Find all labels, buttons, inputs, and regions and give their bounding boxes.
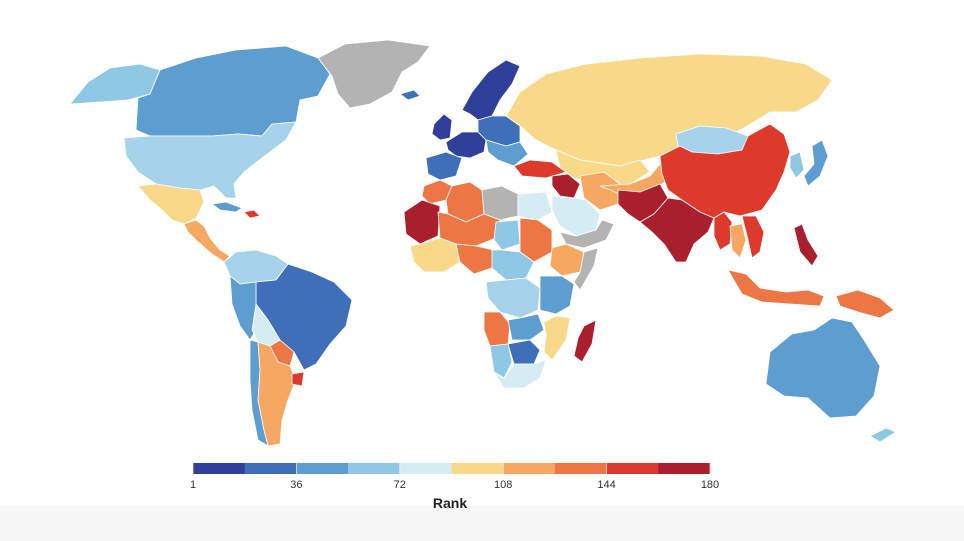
legend-swatch — [606, 463, 659, 474]
region-papua — [835, 289, 895, 319]
region-canada — [135, 45, 331, 137]
legend-swatch — [658, 463, 711, 474]
region-balkans — [485, 139, 529, 167]
region-angola — [483, 311, 511, 347]
region-uk-ireland — [431, 113, 453, 141]
region-kazakhstan — [555, 149, 651, 187]
region-new-zealand — [869, 427, 897, 443]
legend-swatch — [244, 463, 297, 474]
region-madagascar — [573, 319, 597, 363]
region-egypt — [517, 191, 553, 221]
region-iberia — [425, 151, 463, 181]
region-west-africa — [409, 237, 461, 273]
region-iceland — [399, 89, 421, 101]
region-yemen-oman — [559, 219, 615, 249]
region-mexico — [137, 183, 205, 225]
region-central-africa — [491, 249, 535, 281]
region-cuba — [211, 201, 243, 213]
region-thailand — [729, 223, 747, 259]
legend-swatch — [503, 463, 556, 474]
region-botswana — [507, 339, 541, 365]
region-chad — [493, 219, 521, 251]
region-uruguay — [291, 371, 305, 387]
region-china — [659, 123, 791, 219]
legend-swatch — [296, 463, 349, 474]
world-map — [69, 39, 897, 447]
region-scandinavia — [461, 59, 521, 121]
region-vietnam — [741, 215, 765, 259]
region-namibia — [489, 343, 513, 379]
color-legend: 1 36 72 108 144 180 Rank — [190, 463, 719, 511]
region-philippines — [793, 223, 819, 267]
legend-swatch — [193, 463, 245, 474]
region-india — [639, 197, 715, 263]
region-myanmar — [713, 211, 733, 251]
legend-swatch — [348, 463, 401, 474]
region-mauritania — [403, 199, 441, 245]
region-east-africa — [539, 275, 575, 315]
legend-swatch — [399, 463, 452, 474]
legend-title: Rank — [433, 495, 467, 511]
region-indonesia — [727, 269, 825, 307]
legend-ticks: 1 36 72 108 144 180 — [190, 463, 719, 491]
legend-tick-label: 108 — [494, 479, 512, 491]
region-greenland — [317, 39, 431, 109]
legend-tick-label: 72 — [394, 479, 406, 491]
legend-swatch — [451, 463, 504, 474]
region-turkey — [513, 159, 567, 179]
region-japan — [803, 139, 829, 187]
legend-color-bar — [193, 463, 711, 474]
region-south-africa — [493, 359, 547, 389]
region-australia — [765, 317, 881, 419]
region-ethiopia — [549, 243, 585, 277]
region-caribbean — [243, 209, 261, 219]
region-argentina — [257, 341, 297, 447]
region-zambia — [507, 313, 545, 341]
legend-tick-label: 144 — [597, 479, 615, 491]
region-somalia — [573, 247, 599, 291]
legend-tick-label: 1 — [190, 479, 196, 491]
footer-band — [0, 506, 964, 541]
region-mozambique — [543, 315, 571, 361]
region-korea — [789, 151, 805, 179]
region-central-america — [183, 219, 231, 263]
legend-tick-label: 36 — [290, 479, 302, 491]
region-western-europe — [445, 131, 487, 159]
legend-tick-label: 180 — [701, 479, 719, 491]
region-nigeria — [455, 243, 495, 275]
region-drc — [485, 277, 541, 319]
legend-swatch — [554, 463, 607, 474]
